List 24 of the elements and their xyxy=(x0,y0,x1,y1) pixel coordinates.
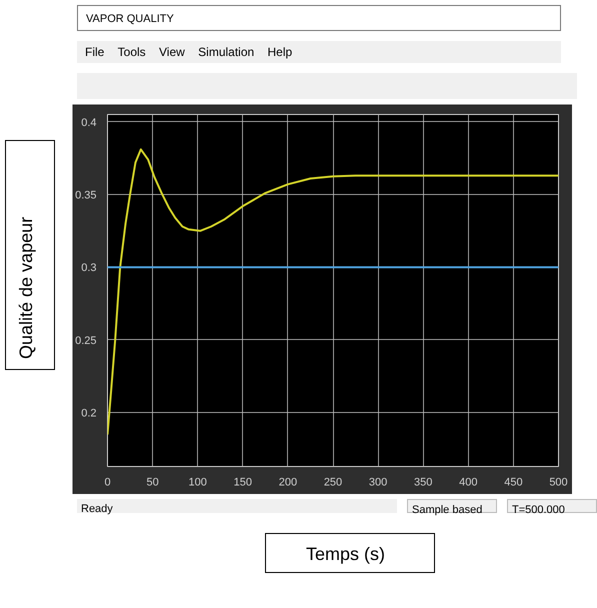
text: File Tools View Simulation Help xyxy=(85,45,292,59)
x-tick-label: 450 xyxy=(504,476,523,488)
line-series xyxy=(108,148,558,436)
y-tick-label: 0.4 xyxy=(81,116,97,129)
x-tick-label: 200 xyxy=(278,476,298,488)
x-tick-label: 50 xyxy=(146,476,159,488)
x-tick-label: 350 xyxy=(414,476,432,488)
x-tick-label: 400 xyxy=(459,476,478,488)
x-tick-label: 150 xyxy=(234,476,252,488)
y-tick-label: 0.35 xyxy=(75,190,97,202)
y-tick-label: 0.2 xyxy=(81,408,97,420)
y-axis-title: Qualité de vapeur xyxy=(15,216,37,359)
x-tick-label: 500 xyxy=(549,476,568,488)
x-axis-title: Temps (s) xyxy=(306,543,386,566)
x-tick-label: 300 xyxy=(368,476,388,488)
chart-title: VAPOR QUALITY xyxy=(86,12,174,27)
x-tick-label: 250 xyxy=(324,476,342,488)
text: T=500.000 xyxy=(512,503,565,518)
text: Ready xyxy=(81,502,113,517)
y-tick-label: 0.25 xyxy=(75,334,97,347)
x-tick-label: 100 xyxy=(188,476,207,488)
x-tick-label: 0 xyxy=(104,476,111,488)
y-tick-label: 0.3 xyxy=(81,262,97,274)
text: Sample based xyxy=(412,503,482,518)
